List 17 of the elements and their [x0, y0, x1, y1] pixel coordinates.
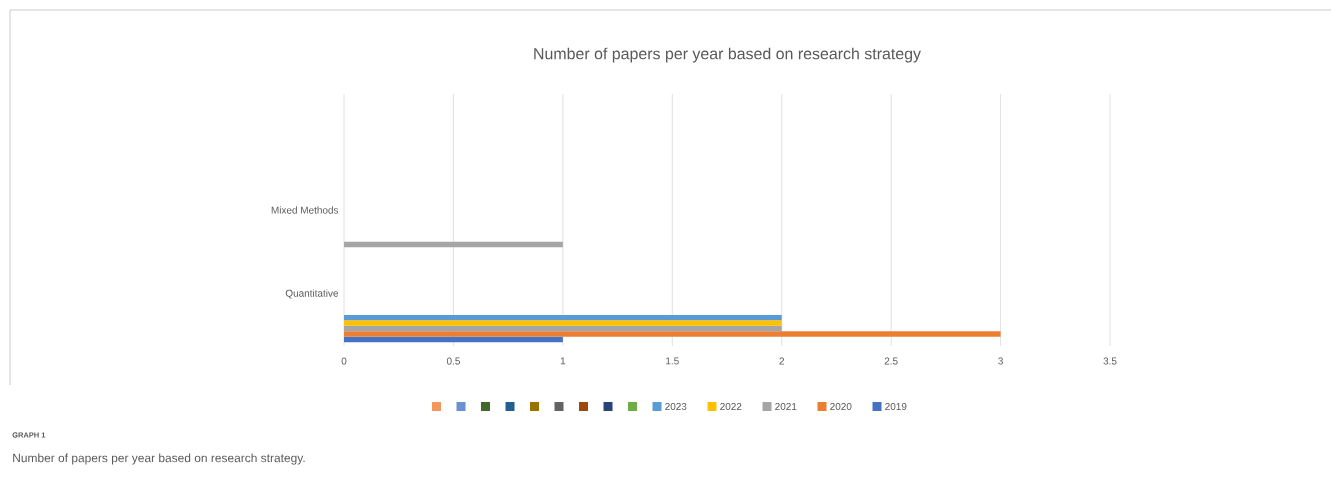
x-tick-label: 3.5: [1103, 357, 1117, 365]
x-tick-label: 3: [998, 357, 1003, 365]
legend-label: 2019: [885, 402, 907, 411]
legend-label: 2022: [720, 402, 742, 411]
legend-label: 2021: [775, 402, 797, 411]
legend-label: 2020: [830, 402, 852, 411]
text: Number of papers per year based on research strategy.: [13, 453, 305, 465]
x-tick-label: 0: [341, 357, 347, 365]
x-tick-label: 1.5: [666, 357, 679, 365]
x-tick-label: 0.5: [446, 357, 460, 365]
x-tick-label: 1: [560, 357, 566, 365]
chart-title: Number of papers per year based on research strategy: [534, 47, 921, 63]
x-tick-label: 2.5: [884, 357, 898, 365]
x-tick-label: 2: [779, 357, 785, 365]
legend-label: 2023: [665, 402, 687, 411]
y-tick-label: Quantitative: [285, 289, 339, 299]
y-tick-label: Mixed Methods: [271, 206, 339, 214]
